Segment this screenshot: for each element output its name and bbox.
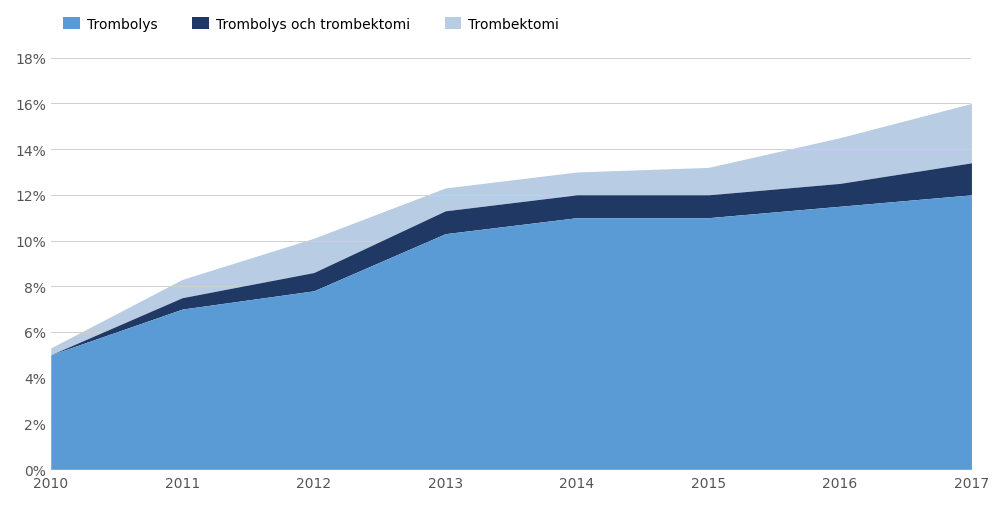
Legend: Trombolys, Trombolys och trombektomi, Trombektomi: Trombolys, Trombolys och trombektomi, Tr… bbox=[57, 12, 564, 37]
